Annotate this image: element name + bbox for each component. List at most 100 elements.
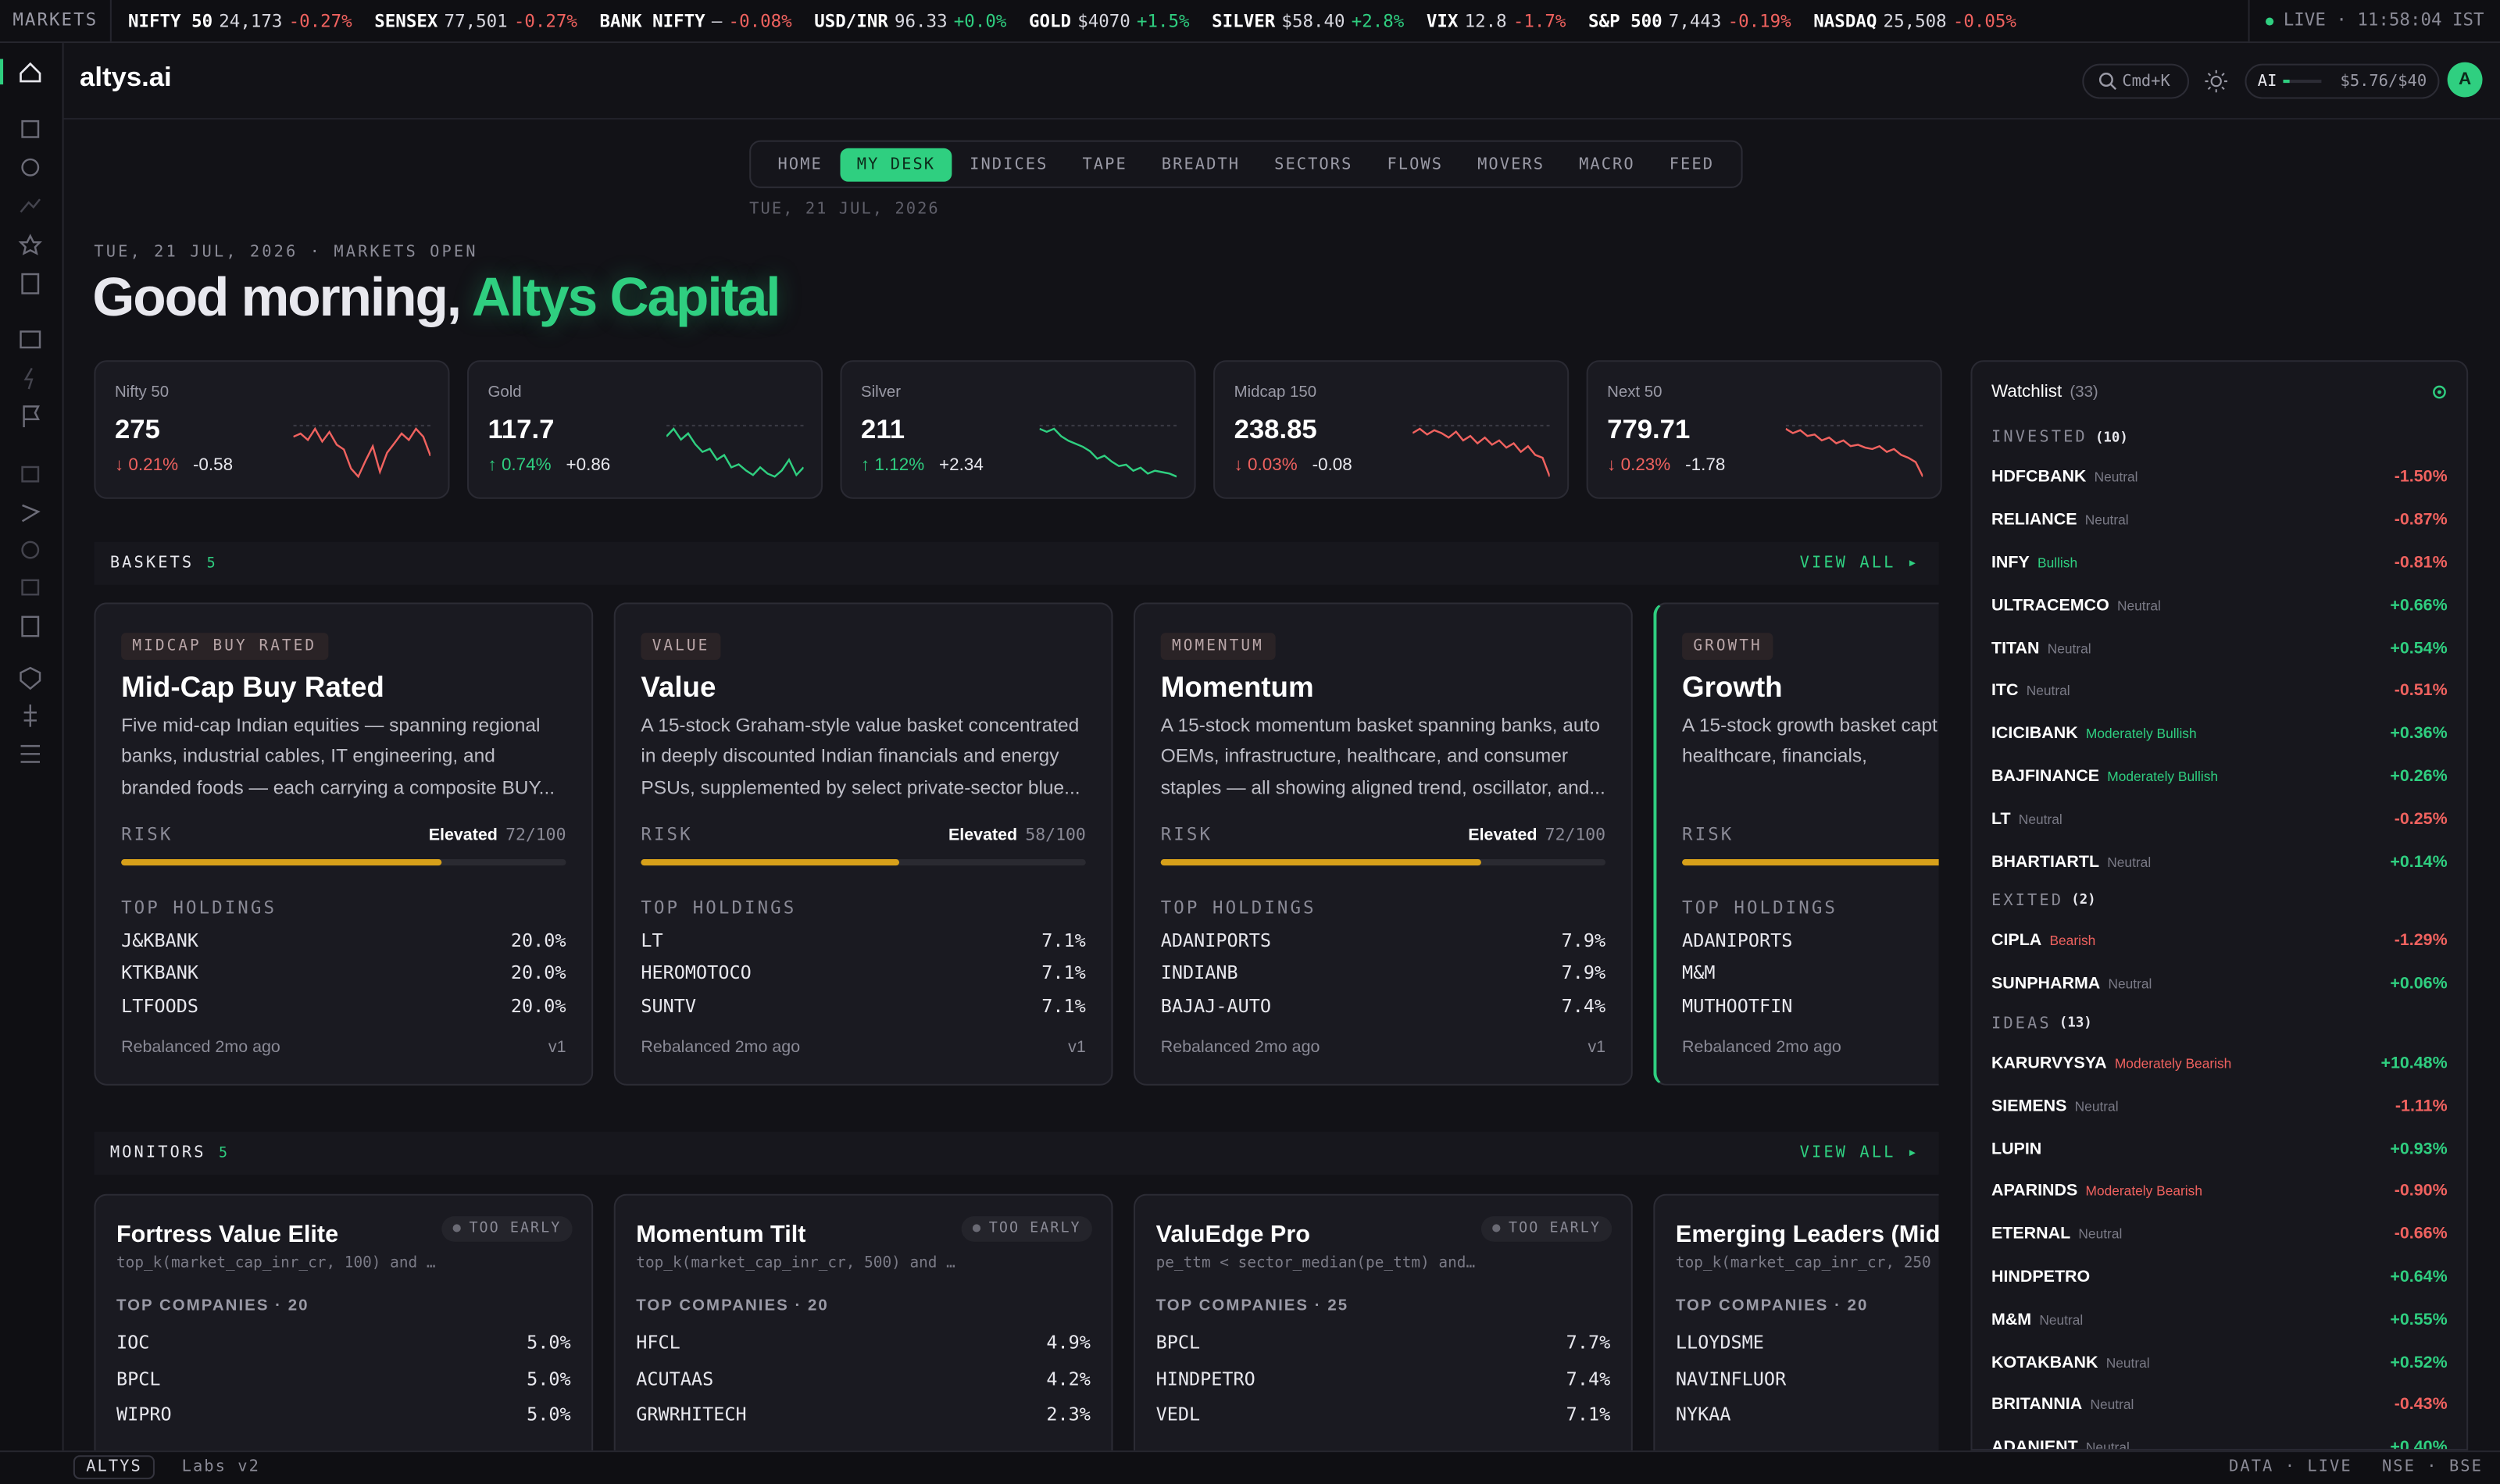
ai-budget[interactable]: AI $5.76/$40 [2245,63,2440,99]
watch-row[interactable]: SIEMENS Neutral -1.11% [1991,1084,2448,1127]
watch-row[interactable]: ETERNAL Neutral -0.66% [1991,1213,2448,1256]
monitor-status: TOO EARLY [1481,1216,1612,1242]
watch-row[interactable]: KOTAKBANK Neutral +0.52% [1991,1341,2448,1384]
monitor-card[interactable]: ValuEdge Pro TOO EARLY pe_ttm < sector_med… [1134,1193,1633,1451]
icon[interactable] [21,120,40,138]
ticker-item[interactable]: GOLD $4070 +1.5% [1029,10,1190,31]
icon[interactable] [21,504,41,523]
monitor-name: Momentum Tilt [636,1221,806,1248]
icon[interactable] [20,330,41,349]
watch-row[interactable]: TITAN Neutral +0.54% [1991,626,2448,669]
watchlist-settings[interactable] [2431,384,2447,400]
icon[interactable] [18,234,42,255]
icon[interactable] [21,273,40,294]
monitor-card[interactable]: Fortress Value Elite TOO EARLY top_k(marke… [94,1193,594,1451]
search[interactable]: Cmd+K [2082,63,2190,99]
company-row: LLOYDSME [1676,1325,1939,1361]
section-count: (10) [2095,429,2128,446]
basket-card[interactable]: GROWTH Growth A 15-stock growth basket cap… [1653,602,1939,1086]
icon[interactable] [21,158,40,177]
nav-tab[interactable]: FEED [1669,155,1715,173]
nav-tab[interactable]: BREADTH [1161,155,1241,173]
holding-name: LT [641,929,663,952]
watch-row[interactable]: HINDPETRO +0.64% [1991,1255,2448,1298]
watch-row[interactable]: CIPLA Bearish -1.29% [1991,919,2448,962]
ticker-item[interactable]: NASDAQ 25,508 -0.05% [1813,10,2016,31]
watch-row[interactable]: BRITANNIA Neutral -0.43% [1991,1383,2448,1426]
view-all[interactable]: VIEW ALL ▸ [1799,1144,1920,1162]
basket-tag: MOMENTUM [1160,633,1276,660]
watch-row[interactable]: LT Neutral -0.25% [1991,797,2448,840]
watch-row[interactable]: ULTRACEMCO Neutral +0.66% [1991,584,2448,627]
monitor-card[interactable]: Emerging Leaders (Mid top_k(market_cap_in… [1653,1193,1939,1451]
index-card[interactable]: Midcap 150 238.85 ↓ 0.03% -0.08 [1213,360,1570,499]
watch-row[interactable]: SUNPHARMA Neutral +0.06% [1991,962,2448,1005]
watch-row[interactable]: RELIANCE Neutral -0.87% [1991,498,2448,541]
icon[interactable] [23,405,40,427]
company-row: WIPRO 5.0% [116,1397,571,1432]
monitor-query: top_k(market_cap_inr_cr, 500) and … [636,1254,955,1272]
icon[interactable] [21,579,40,596]
ticker-value: $4070 [1077,10,1130,31]
watch-row[interactable]: APARINDS Moderately Bearish -0.90% [1991,1170,2448,1213]
nav-tab[interactable]: TAPE [1082,155,1127,173]
logo[interactable]: altys.ai [80,62,172,93]
icon[interactable] [20,666,41,690]
risk-label: RISK [1160,824,1213,845]
index-card[interactable]: Silver 211 ↑ 1.12% +2.34 [840,360,1196,499]
index-card[interactable]: Gold 117.7 ↑ 0.74% +0.86 [466,360,823,499]
company-row: IOC 5.0% [116,1325,571,1361]
view-all[interactable]: VIEW ALL ▸ [1799,555,1920,573]
baskets-grid: MIDCAP BUY RATED Mid-Cap Buy Rated Five mi… [94,602,1939,1086]
ticker-item[interactable]: SENSEX 77,501 -0.27% [374,10,577,31]
ticker-item[interactable]: BANK NIFTY — -0.08% [600,10,792,31]
basket-card[interactable]: MIDCAP BUY RATED Mid-Cap Buy Rated Five mi… [94,602,594,1086]
sparkline-line [1039,427,1177,478]
nav-tab[interactable]: SECTORS [1274,155,1353,173]
basket-card[interactable]: VALUE Value A 15-stock Graham-style value … [613,602,1113,1086]
ticker-item[interactable]: SILVER $58.40 +2.8% [1212,10,1404,31]
icon[interactable] [20,744,41,763]
ticker-item[interactable]: USD/INR 96.33 +0.0% [814,10,1006,31]
ticker-item[interactable]: VIX 12.8 -1.7% [1427,10,1566,31]
watch-row[interactable]: BAJFINANCE Moderately Bullish +0.26% [1991,754,2448,797]
nav-tab[interactable]: INDICES [970,155,1048,173]
icon[interactable] [21,466,40,483]
watch-sentiment: Neutral [2074,1097,2119,1115]
icon[interactable] [23,367,34,390]
icon[interactable] [20,198,41,213]
nav-tab[interactable]: FLOWS [1387,155,1444,173]
watch-row[interactable]: M&M Neutral +0.55% [1991,1298,2448,1341]
watch-row[interactable]: ICICIBANK Moderately Bullish +0.36% [1991,712,2448,755]
index-value: 779.71 [1607,414,1691,445]
ticker-item[interactable]: S&P 500 7,443 -0.19% [1588,10,1791,31]
index-card[interactable]: Nifty 50 275 ↓ 0.21% -0.58 [94,360,450,499]
icon[interactable] [21,540,40,559]
basket-card[interactable]: MOMENTUM Momentum A 15-stock momentum bask… [1134,602,1633,1086]
icon[interactable] [21,615,40,637]
watch-row[interactable]: ITC Neutral -0.51% [1991,669,2448,712]
ticker-item[interactable]: NIFTY 50 24,173 -0.27% [128,10,352,31]
watch-row[interactable]: ADANIENT Neutral +0.40% [1991,1426,2448,1449]
avatar[interactable]: A [2447,62,2483,98]
watch-row[interactable]: KARURVYSYA Moderately Bearish +10.48% [1991,1042,2448,1085]
home-icon[interactable] [20,62,41,83]
sparkline [666,424,804,478]
theme-toggle[interactable] [2205,70,2228,93]
nav-tab[interactable]: MACRO [1579,155,1635,173]
nav-tab[interactable]: MOVERS [1477,155,1545,173]
monitor-card[interactable]: Momentum Tilt TOO EARLY top_k(market_cap_i… [613,1193,1113,1451]
nav-tab[interactable]: MY DESK [841,147,952,181]
watch-row[interactable]: HDFCBANK Neutral -1.50% [1991,456,2448,499]
watch-row[interactable]: INFY Bullish -0.81% [1991,541,2448,584]
watch-row[interactable]: BHARTIARTL Neutral +0.14% [1991,840,2448,883]
holdings-label: TOP HOLDINGS [121,897,277,919]
nav-tab[interactable]: HOME [777,155,823,173]
index-card[interactable]: Next 50 779.71 ↓ 0.23% -1.78 [1586,360,1942,499]
company-name: LLOYDSME [1675,1331,1764,1354]
ticker-change: -0.08% [728,10,792,31]
icon[interactable] [23,705,37,727]
ticker-label: MARKETS [0,0,112,42]
watch-row[interactable]: LUPIN +0.93% [1991,1127,2448,1170]
